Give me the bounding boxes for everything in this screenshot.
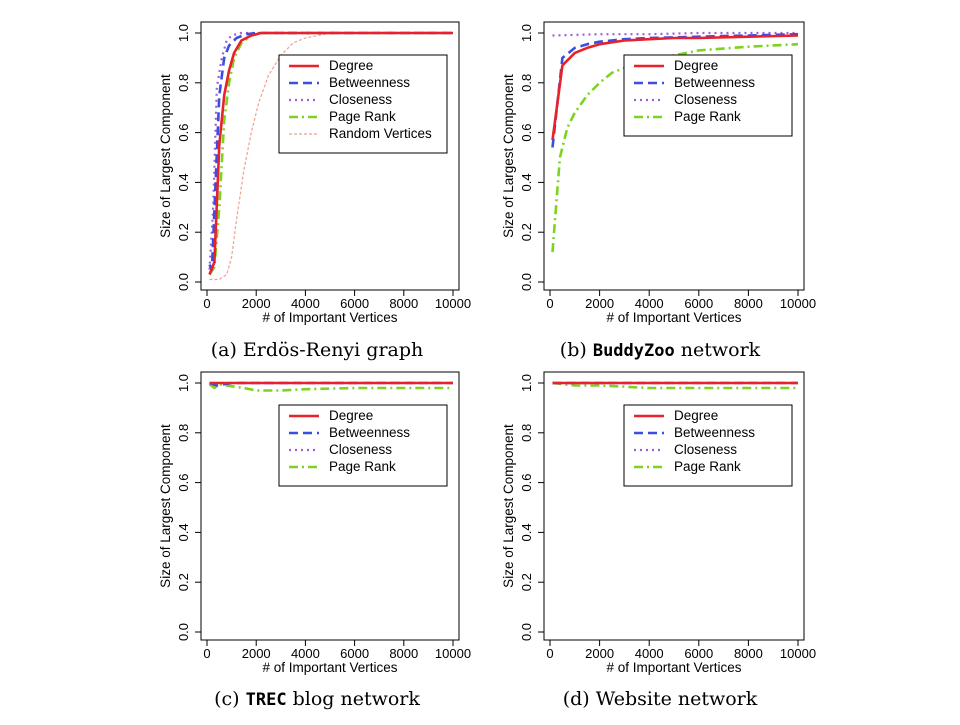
x-tick-label: 6000 [684,296,713,311]
y-tick-label: 0.4 [176,523,191,541]
y-tick-label: 0.6 [519,124,534,142]
y-tick-label: 0.4 [519,173,534,191]
x-tick-label: 4000 [635,646,664,661]
chart-caption: (b) BuddyZoo network [560,339,761,361]
x-tick-label: 10000 [780,296,816,311]
legend-entry: Closeness [674,92,737,107]
x-tick-label: 8000 [389,296,418,311]
y-tick-label: 0.4 [176,173,191,191]
y-tick-label: 0.2 [176,573,191,591]
x-tick-label: 0 [203,296,210,311]
legend-entry: Degree [329,408,373,423]
legend-entry: Degree [329,58,373,73]
series-line-closeness [552,31,798,37]
x-axis-label: # of Important Vertices [606,310,741,325]
x-tick-label: 2000 [585,296,614,311]
y-tick-label: 0.4 [519,523,534,541]
plot-frame [543,371,805,641]
legend-entry: Page Rank [329,459,396,474]
x-tick-label: 2000 [242,296,271,311]
legend-box [623,404,793,487]
plot-frame [200,21,460,291]
y-tick-label: 0.0 [176,273,191,291]
plot-frame [200,371,460,641]
y-tick-label: 0.0 [519,273,534,291]
x-tick-label: 4000 [291,296,320,311]
legend-entry: Closeness [674,442,737,457]
chart-panel-2: 0 2000 4000 6000 8000 10000 0.0 0.2 0.4 0.6 0.8 1.0… [158,371,471,710]
y-tick-label: 0.6 [176,124,191,142]
legend-entry: Degree [674,58,718,73]
series-line-page-rank [208,382,453,392]
legend-entry: Page Rank [674,459,741,474]
chart-panel-1: 0 2000 4000 6000 8000 10000 0.0 0.2 0.4 0.6 0.8 1.0… [501,21,816,361]
plot-frame [543,21,805,291]
y-tick-label: 0.0 [519,623,534,641]
y-tick-label: 1.0 [519,374,534,392]
x-tick-label: 6000 [340,296,369,311]
x-axis-label: # of Important Vertices [606,660,741,675]
y-axis-label: Size of Largest Component [158,74,173,238]
y-tick-label: 0.0 [176,623,191,641]
y-tick-label: 0.8 [519,424,534,442]
y-tick-label: 0.8 [176,424,191,442]
legend-entry: Betweenness [674,75,755,90]
y-axis-label: Size of Largest Component [501,424,516,588]
x-tick-label: 8000 [389,646,418,661]
legend-entry: Closeness [329,442,392,457]
chart-caption: (a) Erdös-Renyi graph [211,339,424,361]
y-tick-label: 1.0 [176,374,191,392]
x-tick-label: 0 [546,646,553,661]
x-tick-label: 6000 [684,646,713,661]
legend-entry: Page Rank [329,109,396,124]
y-tick-label: 1.0 [176,24,191,42]
series-line-degree [551,34,799,141]
x-tick-label: 8000 [734,296,763,311]
legend-entry: Closeness [329,92,392,107]
y-tick-label: 0.2 [519,573,534,591]
x-tick-label: 2000 [585,646,614,661]
chart-panel-3: 0 2000 4000 6000 8000 10000 0.0 0.2 0.4 0.6 0.8 1.0… [501,371,816,710]
legend-entry: Degree [674,408,718,423]
y-tick-label: 0.2 [519,223,534,241]
series-line-page-rank [551,42,799,253]
legend-entry: Betweenness [674,425,755,440]
x-tick-label: 0 [546,296,553,311]
y-tick-label: 1.0 [519,24,534,42]
y-tick-label: 0.2 [176,223,191,241]
x-tick-label: 8000 [734,646,763,661]
y-axis-label: Size of Largest Component [501,74,516,238]
legend-box [623,54,793,137]
x-tick-label: 6000 [340,646,369,661]
series-line-random-vertices [209,32,453,281]
x-tick-label: 4000 [635,296,664,311]
legend-entry: Random Vertices [329,126,432,141]
x-axis-label: # of Important Vertices [262,660,397,675]
y-tick-label: 0.6 [176,474,191,492]
y-tick-label: 0.6 [519,474,534,492]
chart-panel-0: 0 2000 4000 6000 8000 10000 0.0 0.2 0.4 0.6 0.8 1.0… [158,21,471,361]
x-tick-label: 10000 [435,646,471,661]
series-line-page-rank [552,381,798,390]
x-axis-label: # of Important Vertices [262,310,397,325]
x-tick-label: 2000 [242,646,271,661]
legend-entry: Betweenness [329,75,410,90]
y-tick-label: 0.8 [519,74,534,92]
legend-box [278,54,448,154]
legend-entry: Betweenness [329,425,410,440]
chart-caption: (d) Website network [563,688,758,710]
y-tick-label: 0.8 [176,74,191,92]
chart-caption: (c) TREC blog network [214,688,420,710]
series-line-degree [208,31,453,275]
legend-box [278,404,448,487]
x-tick-label: 4000 [291,646,320,661]
x-tick-label: 0 [203,646,210,661]
legend-entry: Page Rank [674,109,741,124]
x-tick-label: 10000 [435,296,471,311]
y-axis-label: Size of Largest Component [158,424,173,588]
x-tick-label: 10000 [780,646,816,661]
